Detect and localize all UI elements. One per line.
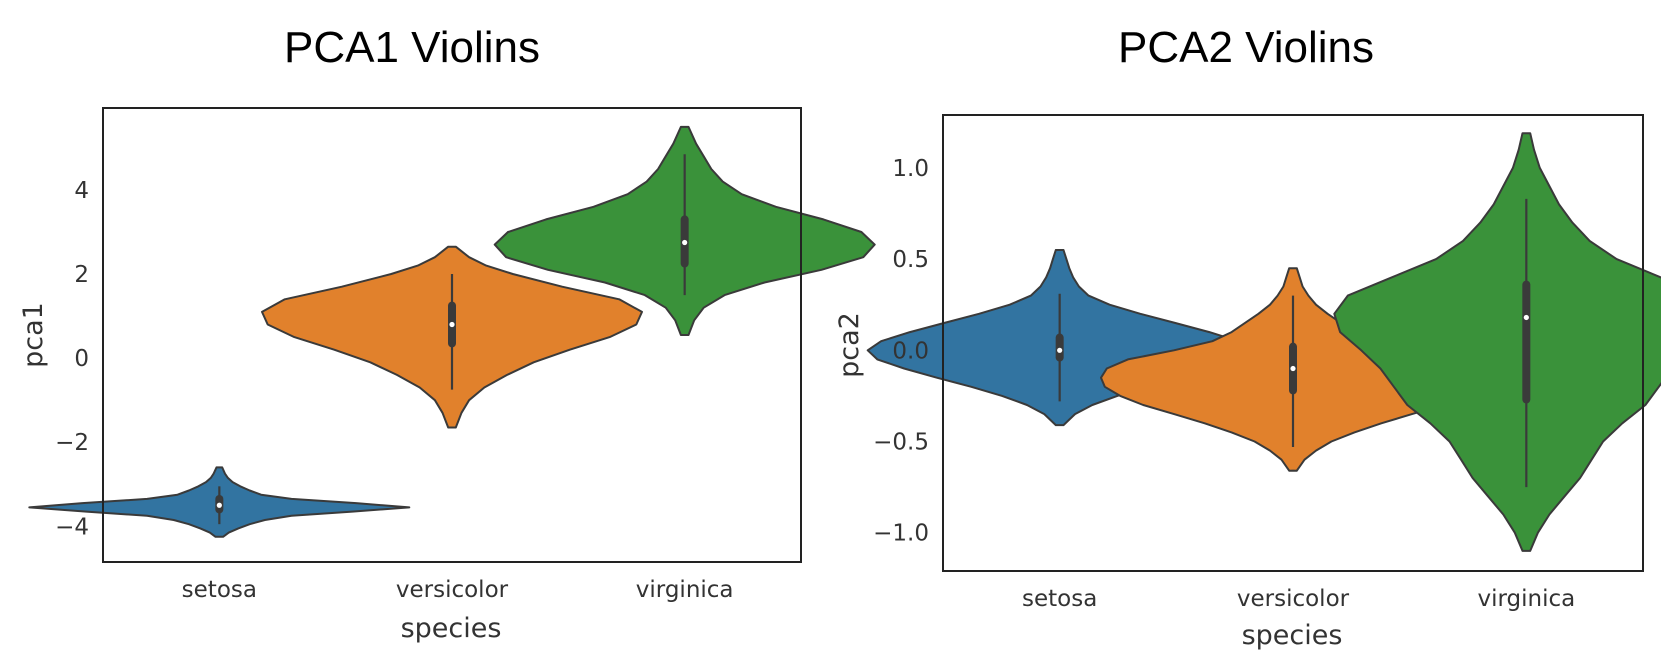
- x-tick-label: virginica: [1477, 586, 1575, 612]
- y-tick-label: 0.0: [892, 338, 929, 364]
- x-axis-label: species: [1242, 620, 1343, 651]
- y-tick-label: 4: [74, 178, 89, 204]
- plot-frame: [942, 114, 1644, 572]
- y-tick-labels: 1.0 0.5 0.0 −0.5 −1.0: [873, 156, 929, 547]
- y-tick-label: −2: [55, 430, 89, 456]
- pca2-violin-chart: PCA2 Violins 1.0 0.5 0.0 −0.5 −1.0 setosa ver…: [834, 23, 1661, 651]
- x-tick-label: versicolor: [396, 577, 509, 603]
- chart-title: PCA2 Violins: [1118, 23, 1374, 72]
- x-tick-label: setosa: [182, 577, 257, 603]
- x-tick-label: versicolor: [1237, 586, 1350, 612]
- x-tick-label: virginica: [636, 577, 734, 603]
- x-tick-labels: setosa versicolor virginica: [182, 577, 734, 603]
- median-dot: [1057, 347, 1063, 353]
- y-tick-label: 2: [74, 262, 89, 288]
- median-dot: [216, 502, 222, 508]
- median-dot: [1523, 314, 1529, 321]
- pca1-violin-chart: PCA1 Violins 4 2 0 −2 −4 setosa versicolor vir…: [18, 23, 876, 644]
- x-tick-label: setosa: [1022, 586, 1097, 612]
- median-dot: [1290, 365, 1296, 372]
- y-tick-label: 0: [74, 346, 89, 372]
- violins-layer: [28, 125, 876, 538]
- violin-virginica: [1333, 132, 1661, 552]
- y-axis-label: pca1: [18, 302, 49, 368]
- x-tick-labels: setosa versicolor virginica: [1022, 586, 1575, 612]
- x-axis-label: species: [401, 613, 502, 644]
- y-tick-labels: 4 2 0 −2 −4: [55, 178, 89, 540]
- y-tick-label: −0.5: [873, 429, 929, 455]
- y-tick-label: −4: [55, 514, 89, 540]
- y-tick-label: 1.0: [892, 156, 929, 182]
- violins-layer: [866, 132, 1661, 552]
- chart-title: PCA1 Violins: [284, 23, 540, 72]
- y-tick-label: −1.0: [873, 521, 929, 547]
- median-dot: [449, 321, 455, 328]
- y-tick-label: 0.5: [892, 247, 929, 273]
- median-dot: [682, 239, 688, 246]
- plot-frame: [102, 107, 802, 563]
- y-axis-label: pca2: [834, 312, 865, 378]
